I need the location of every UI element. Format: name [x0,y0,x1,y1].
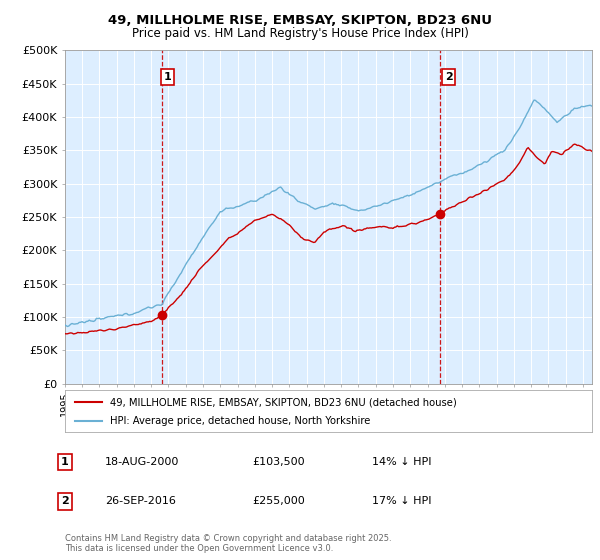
Text: 49, MILLHOLME RISE, EMBSAY, SKIPTON, BD23 6NU: 49, MILLHOLME RISE, EMBSAY, SKIPTON, BD2… [108,14,492,27]
Text: £103,500: £103,500 [252,457,305,467]
Text: 26-SEP-2016: 26-SEP-2016 [105,496,176,506]
Text: 1: 1 [163,72,171,82]
Text: 2: 2 [61,496,68,506]
Text: £255,000: £255,000 [252,496,305,506]
Text: 1: 1 [61,457,68,467]
Text: 49, MILLHOLME RISE, EMBSAY, SKIPTON, BD23 6NU (detached house): 49, MILLHOLME RISE, EMBSAY, SKIPTON, BD2… [110,397,457,407]
Text: HPI: Average price, detached house, North Yorkshire: HPI: Average price, detached house, Nort… [110,416,370,426]
Text: 2: 2 [445,72,452,82]
Text: Price paid vs. HM Land Registry's House Price Index (HPI): Price paid vs. HM Land Registry's House … [131,27,469,40]
Text: 17% ↓ HPI: 17% ↓ HPI [372,496,431,506]
Text: 14% ↓ HPI: 14% ↓ HPI [372,457,431,467]
Text: Contains HM Land Registry data © Crown copyright and database right 2025.
This d: Contains HM Land Registry data © Crown c… [65,534,391,553]
Text: 18-AUG-2000: 18-AUG-2000 [105,457,179,467]
